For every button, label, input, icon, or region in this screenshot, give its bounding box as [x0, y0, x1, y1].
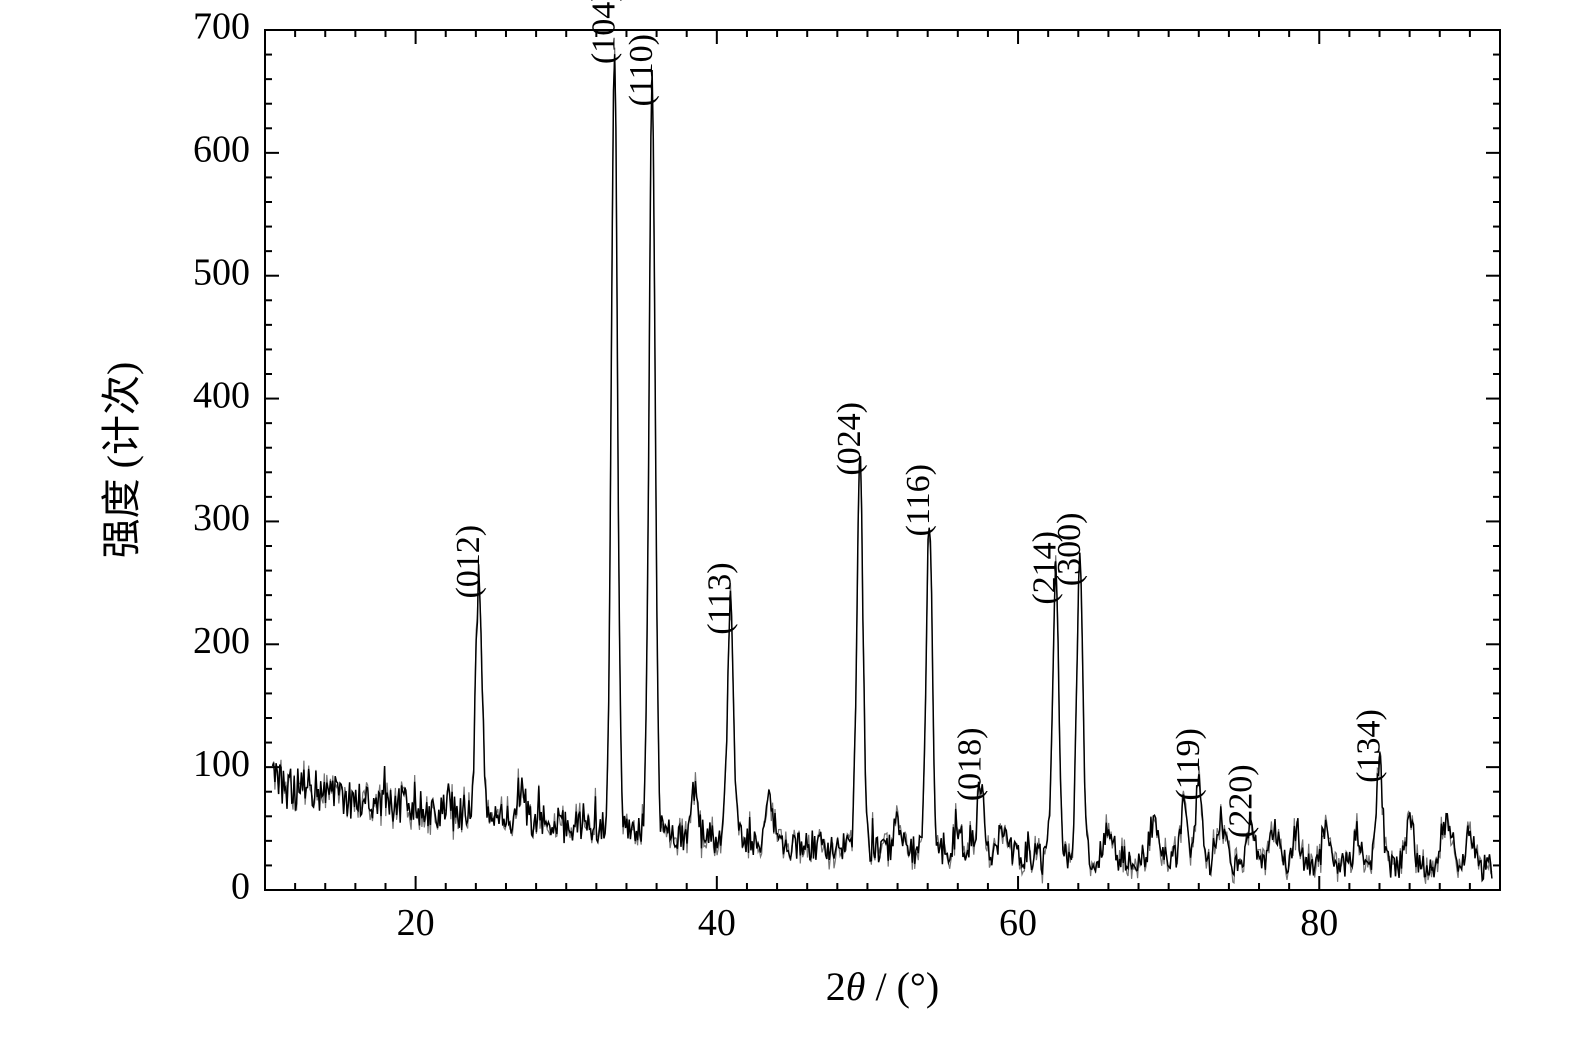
- ytick-label: 500: [193, 251, 250, 293]
- peak-label: (104): [585, 0, 622, 64]
- ytick-label: 300: [193, 497, 250, 539]
- peak-label: (018): [951, 728, 988, 802]
- peak-label: (012): [450, 525, 487, 599]
- xtick-label: 20: [397, 902, 435, 944]
- ytick-label: 0: [231, 866, 250, 908]
- y-axis-title: 强度 (计次): [99, 362, 144, 559]
- peak-label: (119): [1170, 728, 1207, 800]
- peak-label: (116): [900, 464, 937, 536]
- peak-label: (134): [1351, 709, 1388, 783]
- chart-container: 0 100 200 300 400 500 600 700 20 40 60 80 强度 (计次) 2θ …: [0, 0, 1575, 1049]
- xtick-label: 60: [999, 902, 1037, 944]
- x-axis-title: 2θ / (°): [826, 964, 939, 1009]
- peak-label: (300): [1051, 513, 1088, 587]
- xrd-chart: 0 100 200 300 400 500 600 700 20 40 60 80 强度 (计次) 2θ …: [0, 0, 1575, 1049]
- peak-label: (220): [1222, 764, 1259, 838]
- ytick-label: 700: [193, 6, 250, 48]
- xrd-trace: [273, 54, 1492, 880]
- xtick-label: 40: [698, 902, 736, 944]
- peak-label: (110): [623, 34, 660, 106]
- xrd-trace-overlay: [273, 48, 1492, 884]
- peak-label: (113): [701, 562, 738, 634]
- ytick-label: 100: [193, 743, 250, 785]
- peak-label: (024): [831, 402, 868, 476]
- xtick-label: 80: [1300, 902, 1338, 944]
- ytick-label: 400: [193, 374, 250, 416]
- ytick-label: 600: [193, 129, 250, 171]
- ytick-label: 200: [193, 620, 250, 662]
